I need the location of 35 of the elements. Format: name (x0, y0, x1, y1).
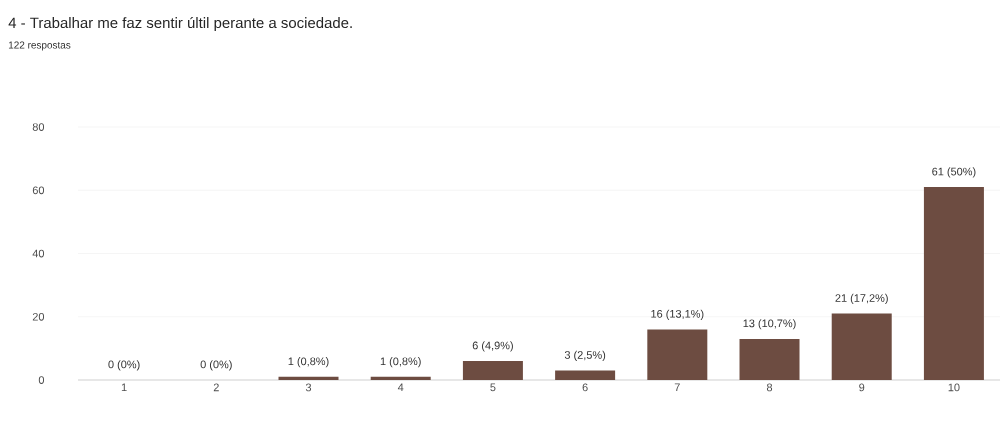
chart-subtitle: 122 respostas (8, 41, 71, 51)
bar (462, 361, 523, 380)
x-tick-label: 9 (859, 383, 865, 392)
x-tick-label: 4 (397, 383, 404, 392)
x-tick-label: 5 (490, 383, 496, 392)
bar (739, 338, 800, 380)
y-tick-label: 60 (32, 186, 45, 195)
bar (278, 376, 339, 380)
data-label: 13 (10,7%) (743, 319, 796, 330)
data-label: 3 (2,5%) (564, 350, 606, 361)
data-label: 1 (0,8%) (288, 357, 329, 368)
bar (923, 187, 984, 380)
data-label: 6 (4,9%) (472, 341, 513, 352)
x-tick-label: 7 (674, 383, 680, 392)
x-tick-label: 1 (121, 383, 127, 392)
y-tick-label: 80 (32, 123, 45, 131)
data-label: 0 (0%) (200, 360, 232, 371)
x-tick-label: 3 (305, 383, 312, 392)
x-tick-label: 2 (213, 383, 219, 392)
y-tick-label: 0 (38, 376, 45, 384)
x-tick-label: 6 (582, 383, 588, 392)
y-tick-label: 40 (32, 249, 45, 258)
y-tick-label: 20 (32, 312, 45, 321)
data-label: 0 (0%) (108, 360, 140, 371)
bar (831, 313, 892, 380)
bar (370, 376, 431, 380)
data-label: 21 (17,2%) (835, 293, 888, 305)
x-tick-label: 10 (948, 383, 960, 392)
bar (647, 329, 708, 380)
chart-title: 4 - Trabalhar me faz sentir últil perante a sociedade. (8, 16, 352, 32)
data-label: 1 (0,8%) (380, 357, 421, 368)
data-label: 16 (13,1%) (651, 309, 704, 320)
x-tick-label: 8 (766, 383, 773, 392)
bar (555, 370, 616, 380)
data-label: 61 (50%) (932, 167, 976, 178)
